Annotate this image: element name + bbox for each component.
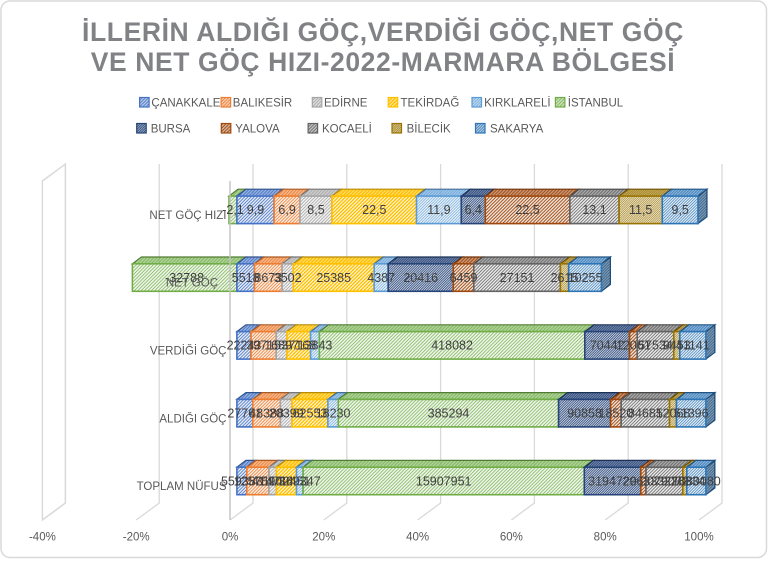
svg-text:-40%: -40% — [29, 532, 56, 544]
svg-text:57534: 57534 — [638, 339, 673, 353]
svg-text:11,9: 11,9 — [427, 203, 450, 217]
svg-text:KOCAELİ: KOCAELİ — [322, 122, 372, 135]
svg-text:6,4: 6,4 — [465, 203, 482, 217]
svg-text:84685: 84685 — [628, 407, 663, 421]
svg-text:369347: 369347 — [279, 474, 321, 488]
svg-text:296333: 296333 — [623, 474, 665, 488]
svg-text:EDİRNE: EDİRNE — [324, 96, 368, 109]
svg-text:3502: 3502 — [274, 271, 302, 285]
svg-text:BURSA: BURSA — [151, 123, 191, 135]
svg-text:4387: 4387 — [367, 271, 395, 285]
svg-text:ÇANAKKALE: ÇANAKKALE — [151, 97, 220, 109]
svg-text:80%: 80% — [594, 532, 617, 544]
svg-text:385294: 385294 — [428, 407, 470, 421]
svg-text:1142451: 1142451 — [263, 474, 311, 488]
svg-text:27151: 27151 — [500, 271, 535, 285]
svg-text:228334: 228334 — [664, 474, 706, 488]
svg-text:22,5: 22,5 — [515, 203, 539, 217]
svg-text:12061: 12061 — [616, 339, 651, 353]
svg-text:VE NET GÖÇ HIZI-2022-MARMARA B: VE NET GÖÇ HIZI-2022-MARMARA BÖLGESİ — [91, 47, 676, 77]
svg-text:2079072: 2079072 — [640, 474, 689, 488]
svg-text:20399: 20399 — [269, 407, 304, 421]
svg-text:18230: 18230 — [316, 407, 351, 421]
svg-text:11,5: 11,5 — [629, 203, 652, 217]
svg-text:1257590: 1257590 — [234, 474, 283, 488]
svg-text:BİLECİK: BİLECİK — [407, 122, 451, 135]
svg-text:60%: 60% — [500, 532, 523, 544]
svg-text:414714: 414714 — [252, 474, 294, 488]
svg-text:NET GÖÇ HIZI: NET GÖÇ HIZI — [149, 210, 226, 222]
svg-text:12068: 12068 — [656, 407, 691, 421]
svg-text:15907951: 15907951 — [416, 474, 472, 488]
svg-text:9,5: 9,5 — [672, 203, 689, 217]
svg-text:NET GÖÇ: NET GÖÇ — [166, 278, 218, 290]
svg-text:6,9: 6,9 — [278, 203, 295, 217]
svg-text:22,5: 22,5 — [362, 203, 386, 217]
svg-text:8,5: 8,5 — [307, 203, 324, 217]
svg-text:39715: 39715 — [246, 339, 281, 353]
svg-text:-2,1: -2,1 — [222, 203, 244, 217]
svg-text:20%: 20% — [312, 532, 335, 544]
svg-text:41141: 41141 — [676, 339, 710, 353]
svg-text:BALIKESİR: BALIKESİR — [233, 96, 292, 109]
svg-text:KIRKLARELİ: KIRKLARELİ — [484, 96, 550, 109]
svg-text:90858: 90858 — [567, 407, 602, 421]
svg-text:1080080: 1080080 — [672, 474, 721, 488]
svg-text:-20%: -20% — [123, 532, 150, 544]
svg-text:70442: 70442 — [590, 339, 625, 353]
svg-text:YALOVA: YALOVA — [235, 123, 280, 135]
svg-text:10255: 10255 — [568, 271, 603, 285]
svg-text:25385: 25385 — [316, 271, 351, 285]
svg-text:İLLERİN ALDIĞI GÖÇ,VERDİĞİ GÖÇ: İLLERİN ALDIĞI GÖÇ,VERDİĞİ GÖÇ,NET GÖÇ — [82, 17, 684, 47]
svg-text:37168: 37168 — [281, 339, 316, 353]
svg-text:VERDİĞİ GÖÇ: VERDİĞİ GÖÇ — [150, 345, 227, 358]
svg-text:18520: 18520 — [599, 407, 634, 421]
svg-text:418082: 418082 — [431, 339, 473, 353]
svg-text:ALDIĞI GÖÇ: ALDIĞI GÖÇ — [159, 412, 226, 425]
svg-text:48388: 48388 — [249, 407, 284, 421]
svg-text:9453: 9453 — [663, 339, 691, 353]
svg-text:0%: 0% — [222, 532, 239, 544]
svg-text:TOPLAM NÜFUS: TOPLAM NÜFUS — [137, 481, 227, 493]
svg-text:22243: 22243 — [227, 339, 262, 353]
svg-text:62553: 62553 — [293, 407, 328, 421]
svg-text:İSTANBUL: İSTANBUL — [568, 96, 624, 109]
svg-text:40%: 40% — [406, 532, 429, 544]
svg-text:559383: 559383 — [221, 474, 263, 488]
svg-text:-32788: -32788 — [165, 271, 204, 285]
svg-text:13843: 13843 — [298, 339, 333, 353]
svg-text:6459: 6459 — [450, 271, 478, 285]
svg-text:100%: 100% — [684, 532, 713, 544]
svg-text:20416: 20416 — [403, 271, 438, 285]
svg-text:2615: 2615 — [551, 271, 579, 285]
svg-text:TEKİRDAĞ: TEKİRDAĞ — [401, 96, 460, 109]
svg-text:51396: 51396 — [674, 407, 709, 421]
svg-text:5518: 5518 — [232, 271, 260, 285]
svg-text:3194720: 3194720 — [588, 474, 637, 488]
svg-text:SAKARYA: SAKARYA — [490, 123, 544, 135]
svg-text:16897: 16897 — [264, 339, 299, 353]
svg-text:13,1: 13,1 — [582, 203, 606, 217]
svg-text:27761: 27761 — [227, 407, 262, 421]
svg-text:9,9: 9,9 — [247, 203, 264, 217]
svg-text:8673: 8673 — [254, 271, 282, 285]
